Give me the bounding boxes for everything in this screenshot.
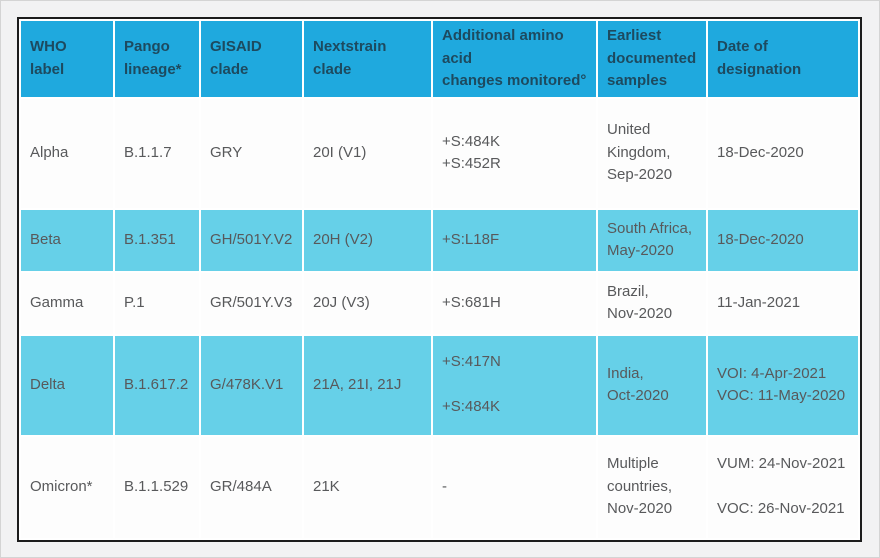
- cell-pango-lineage: B.1.351: [115, 209, 199, 271]
- cell-who-label: Beta: [21, 209, 113, 271]
- table-row-beta: Beta B.1.351 GH/501Y.V2 20H (V2) +S:L18F…: [21, 209, 858, 271]
- column-header-nextstrain-clade: Nextstrain clade: [304, 21, 431, 97]
- cell-date-of-designation: VUM: 24-Nov-2021 VOC: 26-Nov-2021: [708, 436, 858, 538]
- cell-gisaid-clade: GRY: [201, 98, 302, 208]
- cell-nextstrain-clade: 20J (V3): [304, 272, 431, 334]
- cell-amino-acid-changes: -: [433, 436, 596, 538]
- column-header-date-of-designation: Date of designation: [708, 21, 858, 97]
- table-row-omicron: Omicron* B.1.1.529 GR/484A 21K - Multipl…: [21, 436, 858, 538]
- cell-who-label: Delta: [21, 335, 113, 435]
- column-header-pango-lineage: Pango lineage*: [115, 21, 199, 97]
- cell-earliest-samples: Multiple countries, Nov-2020: [598, 436, 706, 538]
- cell-nextstrain-clade: 20H (V2): [304, 209, 431, 271]
- cell-who-label: Alpha: [21, 98, 113, 208]
- column-header-amino-acid-changes: Additional amino acid changes monitored°: [433, 21, 596, 97]
- cell-nextstrain-clade: 21A, 21I, 21J: [304, 335, 431, 435]
- column-header-earliest-samples: Earliest documented samples: [598, 21, 706, 97]
- cell-gisaid-clade: GR/484A: [201, 436, 302, 538]
- cell-nextstrain-clade: 20I (V1): [304, 98, 431, 208]
- cell-amino-acid-changes: +S:484K +S:452R: [433, 98, 596, 208]
- cell-pango-lineage: B.1.1.7: [115, 98, 199, 208]
- cell-date-of-designation: 18-Dec-2020: [708, 98, 858, 208]
- variants-table: WHO label Pango lineage* GISAID clade Ne…: [17, 17, 862, 542]
- cell-who-label: Gamma: [21, 272, 113, 334]
- table-row-delta: Delta B.1.617.2 G/478K.V1 21A, 21I, 21J …: [21, 335, 858, 435]
- cell-earliest-samples: South Africa, May-2020: [598, 209, 706, 271]
- cell-date-of-designation: 11-Jan-2021: [708, 272, 858, 334]
- cell-earliest-samples: United Kingdom, Sep-2020: [598, 98, 706, 208]
- cell-pango-lineage: B.1.617.2: [115, 335, 199, 435]
- cell-earliest-samples: Brazil, Nov-2020: [598, 272, 706, 334]
- cell-amino-acid-changes: +S:681H: [433, 272, 596, 334]
- column-header-gisaid-clade: GISAID clade: [201, 21, 302, 97]
- header-row: WHO label Pango lineage* GISAID clade Ne…: [21, 21, 858, 97]
- cell-date-of-designation: VOI: 4-Apr-2021 VOC: 11-May-2020: [708, 335, 858, 435]
- cell-amino-acid-changes: +S:L18F: [433, 209, 596, 271]
- cell-gisaid-clade: GR/501Y.V3: [201, 272, 302, 334]
- cell-earliest-samples: India, Oct-2020: [598, 335, 706, 435]
- cell-gisaid-clade: GH/501Y.V2: [201, 209, 302, 271]
- cell-pango-lineage: P.1: [115, 272, 199, 334]
- cell-gisaid-clade: G/478K.V1: [201, 335, 302, 435]
- cell-who-label: Omicron*: [21, 436, 113, 538]
- column-header-who-label: WHO label: [21, 21, 113, 97]
- table-row-alpha: Alpha B.1.1.7 GRY 20I (V1) +S:484K +S:45…: [21, 98, 858, 208]
- table-row-gamma: Gamma P.1 GR/501Y.V3 20J (V3) +S:681H Br…: [21, 272, 858, 334]
- cell-nextstrain-clade: 21K: [304, 436, 431, 538]
- cell-date-of-designation: 18-Dec-2020: [708, 209, 858, 271]
- cell-pango-lineage: B.1.1.529: [115, 436, 199, 538]
- cell-amino-acid-changes: +S:417N +S:484K: [433, 335, 596, 435]
